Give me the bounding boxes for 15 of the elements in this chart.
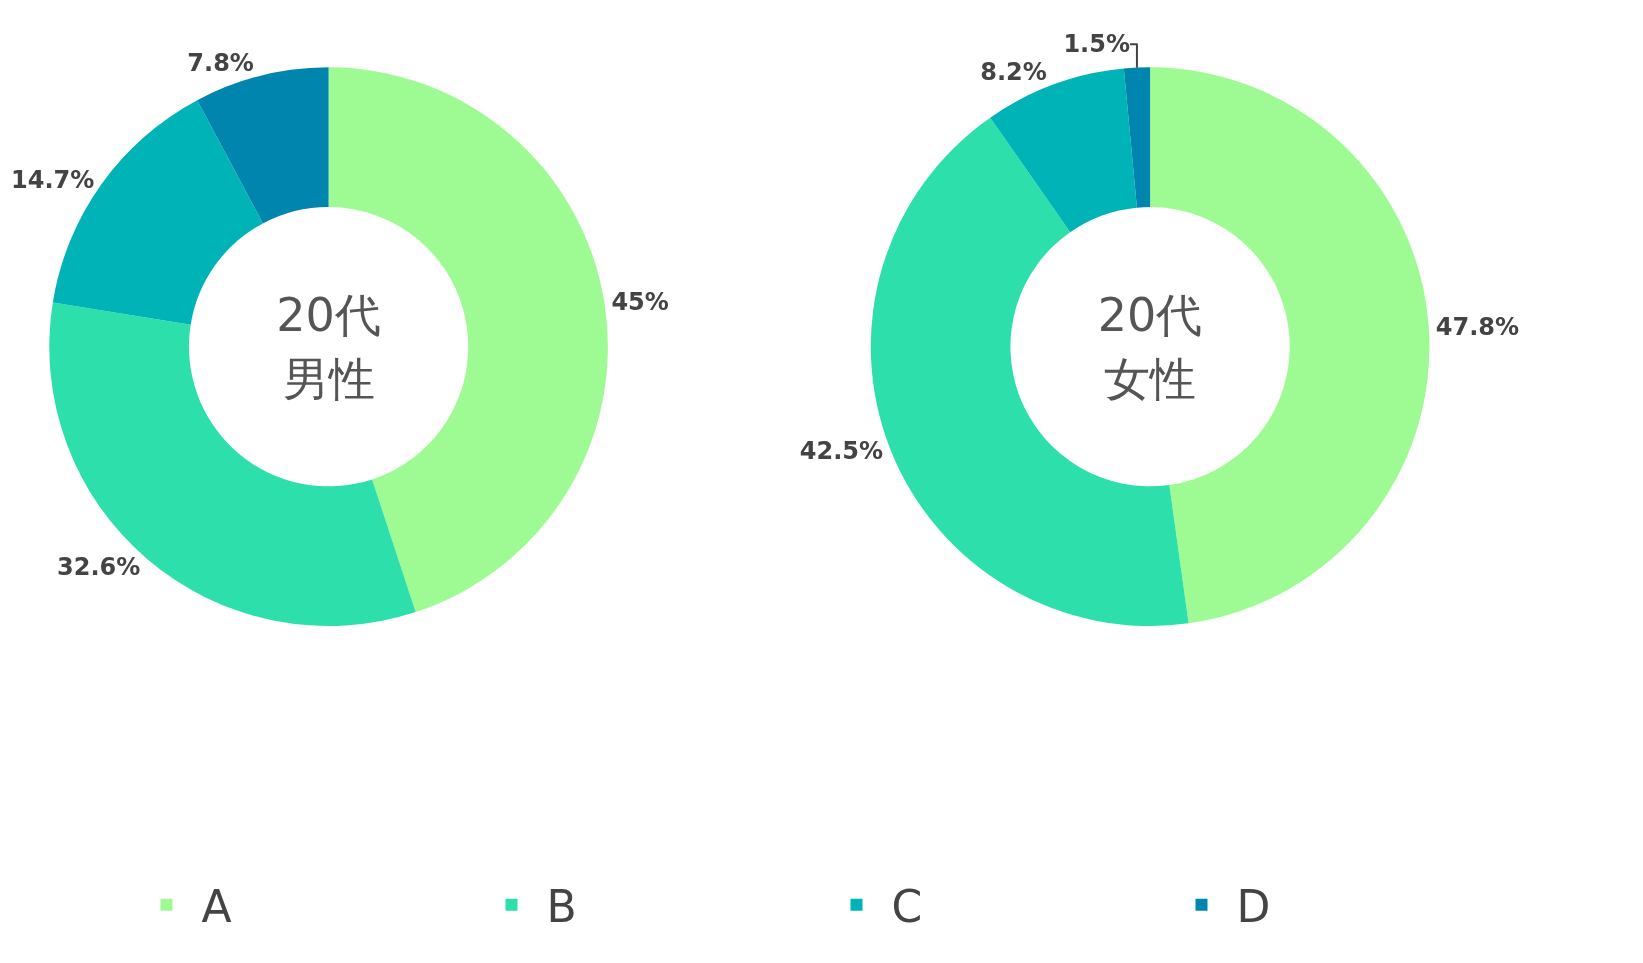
donut-slice xyxy=(1123,67,1151,208)
text: 20代男性 xyxy=(275,286,382,408)
legend-label: D xyxy=(1236,880,1271,932)
data-label: 1.5% xyxy=(1063,30,1130,59)
data-label: 47.8% xyxy=(1435,313,1520,342)
data-label: 8.2% xyxy=(980,58,1047,87)
data-label: 45% xyxy=(611,288,669,317)
data-label: 42.5% xyxy=(799,436,884,465)
legend-label: B xyxy=(546,880,577,932)
legend-label: A xyxy=(201,880,232,932)
data-label: 7.8% xyxy=(187,48,254,77)
legend-label: C xyxy=(891,880,923,932)
text: 20代女性 xyxy=(1096,286,1204,408)
data-label: 14.7% xyxy=(10,165,95,194)
data-label: 32.6% xyxy=(57,553,141,582)
